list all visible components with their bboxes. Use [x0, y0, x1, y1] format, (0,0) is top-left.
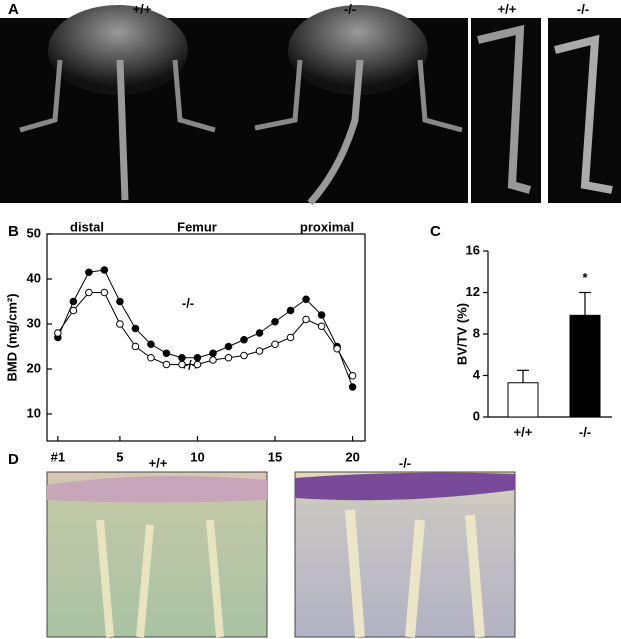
y-tick-label: 16	[466, 242, 480, 257]
x-tick-label: 10	[190, 449, 204, 464]
data-point	[162, 349, 171, 358]
data-point	[100, 266, 109, 274]
data-point	[224, 342, 233, 351]
panel-label: C	[430, 223, 441, 240]
xray-label: -/-	[577, 1, 589, 16]
data-point	[69, 297, 78, 306]
xray-images	[0, 5, 621, 206]
x-tick-label: #1	[51, 449, 65, 464]
y-tick-label: 30	[27, 315, 41, 330]
data-point	[69, 306, 78, 315]
data-point	[302, 315, 310, 324]
data-point	[54, 329, 62, 337]
x-tick-label: +/+	[514, 424, 533, 439]
data-point	[255, 347, 264, 355]
annotation: proximal	[300, 219, 354, 234]
x-tick-label: -/-	[579, 424, 591, 439]
bar	[507, 382, 539, 418]
data-point	[193, 360, 202, 369]
data-point	[286, 333, 295, 342]
xray-label: +/+	[133, 1, 152, 16]
data-point	[348, 371, 357, 380]
x-tick-label: 15	[268, 449, 282, 464]
data-point	[317, 311, 326, 319]
x-tick-label: 5	[116, 449, 123, 464]
y-tick-label: 50	[27, 225, 41, 240]
data-point	[240, 335, 248, 344]
y-tick-label: 12	[466, 284, 480, 299]
data-point	[85, 268, 93, 277]
y-tick-label: 4	[473, 367, 481, 382]
y-tick-label: 20	[27, 360, 41, 375]
panel-label: D	[8, 451, 19, 468]
data-point	[178, 353, 186, 362]
data-point	[147, 340, 155, 349]
data-point	[348, 383, 357, 391]
histology-images	[46, 471, 516, 638]
data-point	[240, 351, 248, 360]
xray-label: -/-	[344, 1, 356, 16]
data-point	[209, 349, 217, 358]
y-tick-label: 0	[473, 408, 480, 423]
series-line	[57, 292, 354, 376]
data-point	[100, 288, 109, 297]
y-tick-label: 40	[27, 270, 41, 285]
data-point	[178, 360, 186, 369]
data-point	[116, 297, 124, 306]
y-axis-label: BMD (mg/cm²)	[4, 293, 19, 381]
data-point	[333, 344, 341, 353]
annotation: Femur	[177, 219, 217, 234]
y-axis-label: BV/TV (%)	[454, 303, 469, 365]
data-point	[271, 340, 279, 349]
data-point	[162, 360, 171, 369]
data-point	[302, 295, 310, 304]
series-line	[57, 269, 354, 388]
data-point	[85, 288, 93, 297]
y-tick-label: 10	[27, 405, 41, 420]
data-point	[116, 320, 124, 328]
y-tick-label: 8	[473, 325, 480, 340]
annotation: -/-	[182, 295, 194, 310]
data-point	[286, 306, 295, 315]
x-tick-label: 20	[345, 449, 359, 464]
annotation: *	[582, 270, 588, 285]
data-point	[131, 324, 140, 333]
xray-label: +/+	[498, 1, 517, 16]
data-point	[209, 356, 217, 364]
histology-label: -/-	[399, 455, 411, 470]
plot-frame	[46, 233, 366, 442]
panel-label: A	[8, 1, 19, 18]
histology-label: +/+	[149, 455, 168, 470]
data-point	[317, 322, 326, 331]
data-point	[271, 317, 279, 326]
data-point	[131, 342, 140, 351]
data-point	[193, 353, 202, 362]
panel-label: B	[8, 223, 19, 240]
data-point	[255, 329, 264, 337]
bar	[569, 314, 601, 418]
annotation: distal	[70, 219, 104, 234]
data-point	[147, 353, 155, 362]
data-point	[224, 353, 233, 362]
